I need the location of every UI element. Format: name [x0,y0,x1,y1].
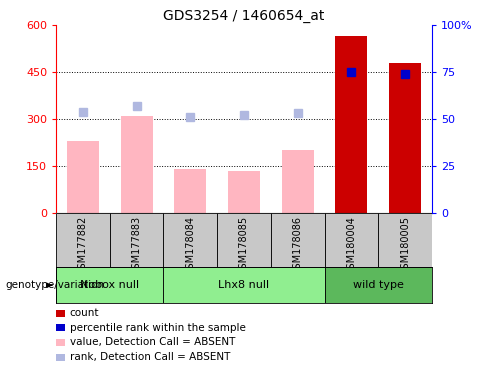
Bar [217,213,271,267]
Text: count: count [70,308,99,318]
Bar [121,116,153,213]
Text: GSM178084: GSM178084 [185,216,195,275]
Bar [325,213,378,267]
Text: Lhx8 null: Lhx8 null [219,280,269,290]
Text: rank, Detection Call = ABSENT: rank, Detection Call = ABSENT [70,352,230,362]
Text: GSM177882: GSM177882 [78,216,88,275]
Text: GSM178086: GSM178086 [293,216,303,275]
Bar [325,267,432,303]
Text: GSM180005: GSM180005 [400,216,410,275]
Bar [174,169,206,213]
Bar [282,151,314,213]
Bar [56,267,163,303]
Bar [163,213,217,267]
Bar [335,36,367,213]
Bar [110,213,163,267]
Text: GSM178085: GSM178085 [239,216,249,275]
Bar [56,213,110,267]
Bar [271,213,325,267]
Text: GSM180004: GSM180004 [346,216,356,275]
Text: Nobox null: Nobox null [80,280,140,290]
Text: GSM177883: GSM177883 [132,216,142,275]
Bar [163,267,325,303]
Bar [378,213,432,267]
Text: wild type: wild type [353,280,404,290]
Bar [228,171,260,213]
Text: percentile rank within the sample: percentile rank within the sample [70,323,245,333]
Bar [389,63,421,213]
Text: genotype/variation: genotype/variation [5,280,104,290]
Bar [67,141,99,213]
Title: GDS3254 / 1460654_at: GDS3254 / 1460654_at [163,8,325,23]
Text: value, Detection Call = ABSENT: value, Detection Call = ABSENT [70,337,235,347]
